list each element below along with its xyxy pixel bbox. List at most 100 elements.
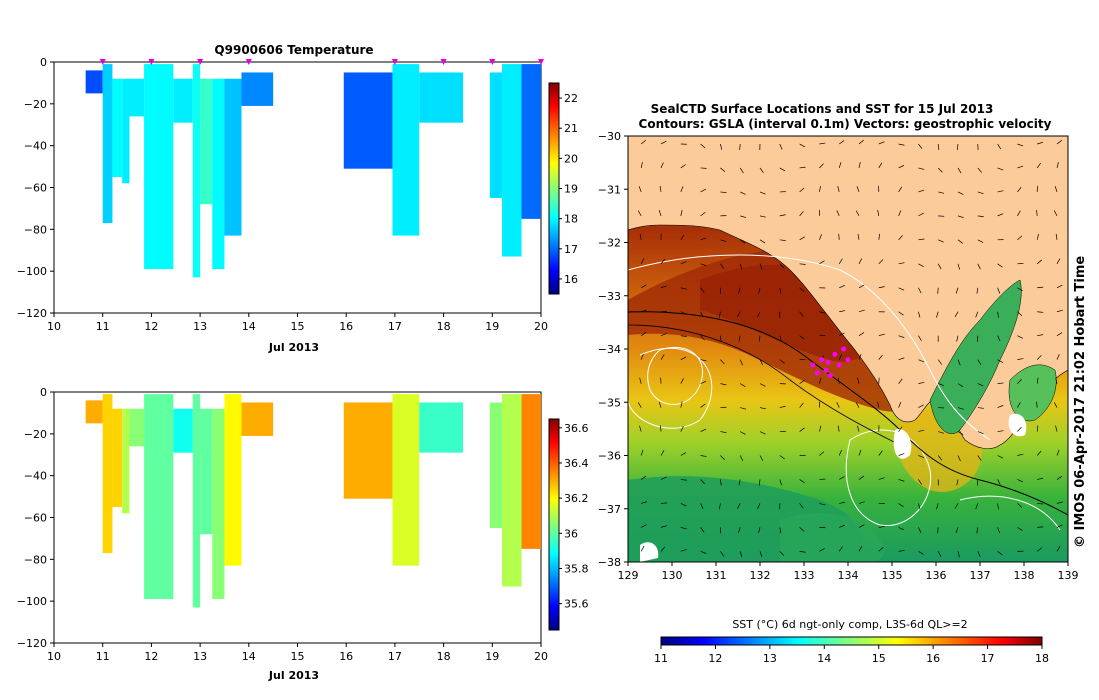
colorbar-tick-label: 36.2 xyxy=(564,492,589,505)
x-tick-label: 10 xyxy=(47,650,61,663)
velocity-vector xyxy=(799,427,805,432)
velocity-vector xyxy=(720,263,725,269)
profile-cell xyxy=(85,70,103,94)
velocity-vector xyxy=(997,143,1002,150)
profile-cell xyxy=(521,64,541,219)
velocity-vector xyxy=(1053,402,1058,408)
velocity-vector xyxy=(898,235,903,241)
velocity-vector xyxy=(738,527,741,534)
velocity-vector xyxy=(639,425,642,432)
velocity-vector xyxy=(759,383,766,387)
velocity-vector xyxy=(737,311,741,318)
velocity-vector xyxy=(936,311,939,318)
salinity-xlabel: Jul 2013 xyxy=(268,669,319,682)
x-tick-label: 15 xyxy=(291,650,305,663)
velocity-vector xyxy=(640,353,644,360)
profile-cell xyxy=(85,400,103,424)
velocity-vector xyxy=(720,143,723,150)
velocity-vector xyxy=(720,335,722,342)
velocity-vector xyxy=(739,263,743,270)
velocity-vector xyxy=(937,263,942,270)
velocity-vector xyxy=(637,402,642,408)
velocity-vector xyxy=(918,479,922,485)
velocity-vector xyxy=(819,451,825,456)
velocity-vector xyxy=(1036,425,1039,432)
velocity-vector xyxy=(660,546,666,552)
velocity-vector xyxy=(659,185,662,192)
velocity-vector xyxy=(1056,501,1063,504)
y-tick-label: −100 xyxy=(17,595,47,608)
velocity-vector xyxy=(660,140,667,145)
shelf-break-line-2 xyxy=(628,324,901,446)
y-tick-label: −60 xyxy=(24,512,47,525)
profile-cell xyxy=(241,72,274,106)
velocity-vector xyxy=(837,425,840,432)
velocity-vector xyxy=(779,335,782,342)
velocity-vector xyxy=(955,527,959,534)
x-tick-label: 136 xyxy=(926,569,947,582)
velocity-vector xyxy=(739,239,746,244)
velocity-vector xyxy=(1037,334,1044,337)
velocity-vector xyxy=(700,527,705,533)
velocity-vector xyxy=(898,335,905,338)
velocity-vector xyxy=(779,527,782,534)
x-tick-label: 16 xyxy=(339,320,353,333)
velocity-vector xyxy=(836,401,840,408)
velocity-vector xyxy=(997,455,1004,459)
velocity-vector xyxy=(680,356,687,360)
velocity-vector xyxy=(997,551,1003,556)
velocity-vector xyxy=(1056,332,1063,336)
velocity-vector xyxy=(1036,355,1042,360)
velocity-vector xyxy=(898,426,903,432)
velocity-vector xyxy=(700,263,707,267)
velocity-vector xyxy=(700,211,706,217)
velocity-vector xyxy=(977,359,982,365)
velocity-vector xyxy=(680,527,687,530)
velocity-vector xyxy=(955,287,959,294)
seal-location-point xyxy=(836,362,842,368)
velocity-vector xyxy=(957,263,960,270)
velocity-vector xyxy=(799,236,805,241)
velocity-vector xyxy=(898,210,902,217)
velocity-vector xyxy=(1017,287,1023,292)
velocity-vector xyxy=(858,353,862,360)
velocity-vector xyxy=(819,311,826,314)
velocity-vector xyxy=(680,335,687,337)
velocity-vector xyxy=(779,287,782,294)
velocity-vector xyxy=(976,287,979,294)
imos-watermark: © IMOS 06-Apr-2017 21:02 Hobart Time xyxy=(1073,256,1088,548)
velocity-vector xyxy=(1037,311,1044,313)
velocity-vector xyxy=(997,503,999,510)
velocity-vector xyxy=(819,425,822,432)
velocity-vector xyxy=(759,455,764,461)
velocity-vector xyxy=(957,431,964,435)
velocity-vector xyxy=(759,431,766,435)
velocity-vector xyxy=(997,382,1004,384)
x-tick-label: 133 xyxy=(794,569,815,582)
velocity-vector xyxy=(1056,475,1063,480)
temperature-xlabel: Jul 2013 xyxy=(268,341,319,354)
y-tick-label: −100 xyxy=(17,265,47,278)
velocity-vector xyxy=(758,479,761,486)
velocity-vector xyxy=(858,475,865,480)
velocity-vector xyxy=(1017,479,1024,483)
salinity-profiles xyxy=(85,394,541,608)
seal-locations xyxy=(810,346,851,379)
velocity-vector xyxy=(1037,141,1044,145)
profile-cell xyxy=(224,394,242,566)
colorbar-tick-label: 35.8 xyxy=(564,562,589,575)
velocity-vector xyxy=(838,354,843,360)
velocity-vector xyxy=(997,479,1001,485)
velocity-vector xyxy=(720,359,725,365)
x-tick-label: 13 xyxy=(193,650,207,663)
profile-cell xyxy=(502,64,522,257)
velocity-vector xyxy=(1036,401,1038,408)
velocity-vector xyxy=(918,189,925,193)
velocity-vector xyxy=(997,359,1004,363)
colorbar-tick-label: 17 xyxy=(564,243,578,256)
velocity-vector xyxy=(739,359,743,366)
velocity-vector xyxy=(819,548,825,552)
x-tick-label: 134 xyxy=(838,569,859,582)
velocity-vector xyxy=(641,501,648,504)
velocity-vector xyxy=(898,550,905,552)
